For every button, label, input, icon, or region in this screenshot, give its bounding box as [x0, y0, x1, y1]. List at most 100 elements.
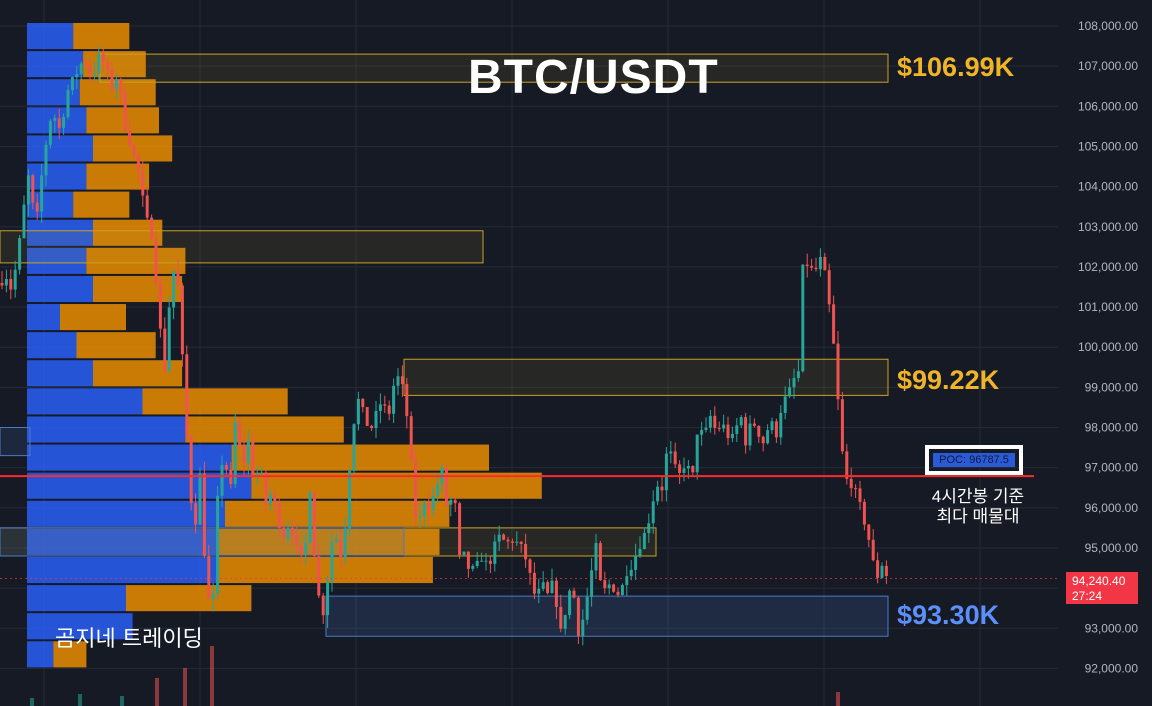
candle-down — [290, 527, 294, 536]
candle-up — [783, 396, 787, 413]
candle-down — [238, 421, 242, 446]
candle-down — [251, 440, 255, 475]
candle-down — [444, 467, 448, 505]
candle-down — [814, 267, 818, 270]
vp-buy-bar — [27, 388, 143, 415]
candle-up — [436, 484, 440, 496]
candle-up — [475, 560, 479, 567]
candle-up — [700, 429, 704, 435]
candle-up — [374, 411, 378, 429]
candle-down — [273, 494, 277, 503]
candle-up — [801, 264, 805, 372]
candle-down — [559, 606, 563, 629]
candle-up — [647, 523, 651, 534]
candle-up — [537, 588, 541, 594]
volume-bar — [183, 668, 187, 706]
candle-down — [370, 425, 374, 429]
vp-buy-bar — [27, 107, 87, 134]
candle-down — [414, 460, 418, 518]
candle-up — [418, 516, 422, 518]
candle-up — [695, 434, 699, 473]
candle-down — [35, 202, 39, 212]
candle-up — [304, 542, 308, 554]
candle-up — [739, 417, 743, 426]
candle-down — [136, 155, 140, 172]
candle-up — [396, 376, 400, 386]
candle-down — [532, 572, 536, 594]
candle-up — [682, 468, 686, 473]
candle-down — [616, 591, 620, 595]
current-price-value: 94,240.40 — [1072, 574, 1126, 588]
supply-zone — [403, 358, 889, 396]
current-price-tag: 94,240.40 27:24 — [1066, 572, 1138, 604]
vp-buy-bar — [27, 444, 232, 471]
candle-up — [26, 175, 30, 205]
candle-up — [656, 486, 660, 502]
candle-up — [431, 495, 435, 511]
candle-up — [352, 424, 356, 471]
candle-down — [862, 501, 866, 525]
candle-down — [858, 488, 862, 502]
candle-down — [110, 69, 114, 89]
candle-up — [286, 527, 290, 538]
poc-note: 4시간봉 기준 최다 매물대 — [931, 487, 1025, 526]
candle-down — [365, 407, 369, 426]
y-tick-label: 101,000.00 — [1078, 300, 1138, 314]
candle-up — [607, 584, 611, 589]
candle-down — [726, 424, 730, 439]
y-tick-label: 96,000.00 — [1085, 501, 1139, 515]
candle-up — [766, 430, 770, 444]
candle-down — [242, 445, 246, 463]
candle-up — [378, 404, 382, 412]
vp-buy-bar — [27, 163, 87, 190]
candle-down — [361, 398, 365, 408]
candle-down — [453, 499, 457, 504]
candle-up — [585, 596, 589, 620]
candle-up — [66, 90, 70, 117]
candle-down — [836, 343, 840, 400]
candle-countdown: 27:24 — [1072, 589, 1103, 603]
poc-label: POC: 96787.5 — [933, 453, 1015, 467]
candle-down — [400, 376, 404, 385]
candle-down — [88, 64, 92, 75]
candle-down — [101, 53, 105, 63]
candle-down — [774, 421, 778, 438]
candle-down — [466, 551, 470, 569]
candle-up — [18, 238, 22, 270]
vp-sell-bar — [185, 416, 344, 443]
vp-sell-bar — [225, 500, 450, 527]
volume-bar — [836, 692, 840, 706]
candle-up — [563, 615, 567, 629]
candle-down — [458, 503, 462, 555]
candle-down — [823, 256, 827, 271]
candle-down — [757, 425, 761, 437]
candle-down — [106, 62, 110, 70]
candle-up — [268, 494, 272, 505]
candle-up — [211, 593, 215, 599]
candle-down — [321, 595, 325, 616]
vp-sell-bar — [86, 107, 159, 134]
candle-up — [620, 585, 624, 595]
candle-up — [22, 204, 26, 239]
candle-down — [185, 354, 189, 438]
candle-down — [299, 545, 303, 554]
candle-down — [84, 63, 88, 65]
vp-sell-bar — [73, 191, 130, 218]
y-tick-label: 95,000.00 — [1085, 541, 1139, 555]
candle-down — [603, 580, 607, 589]
candle-down — [158, 282, 162, 329]
candle-down — [145, 195, 149, 218]
vp-sell-bar — [76, 332, 156, 359]
vp-buy-bar — [27, 613, 133, 640]
candle-up — [730, 433, 734, 439]
candle-down — [150, 217, 154, 239]
candle-up — [114, 79, 118, 89]
y-tick-label: 100,000.00 — [1078, 340, 1138, 354]
candle-up — [651, 501, 655, 524]
candle-down — [312, 492, 316, 557]
candle-up — [462, 551, 466, 555]
candle-down — [132, 145, 136, 156]
candle-down — [427, 503, 431, 511]
